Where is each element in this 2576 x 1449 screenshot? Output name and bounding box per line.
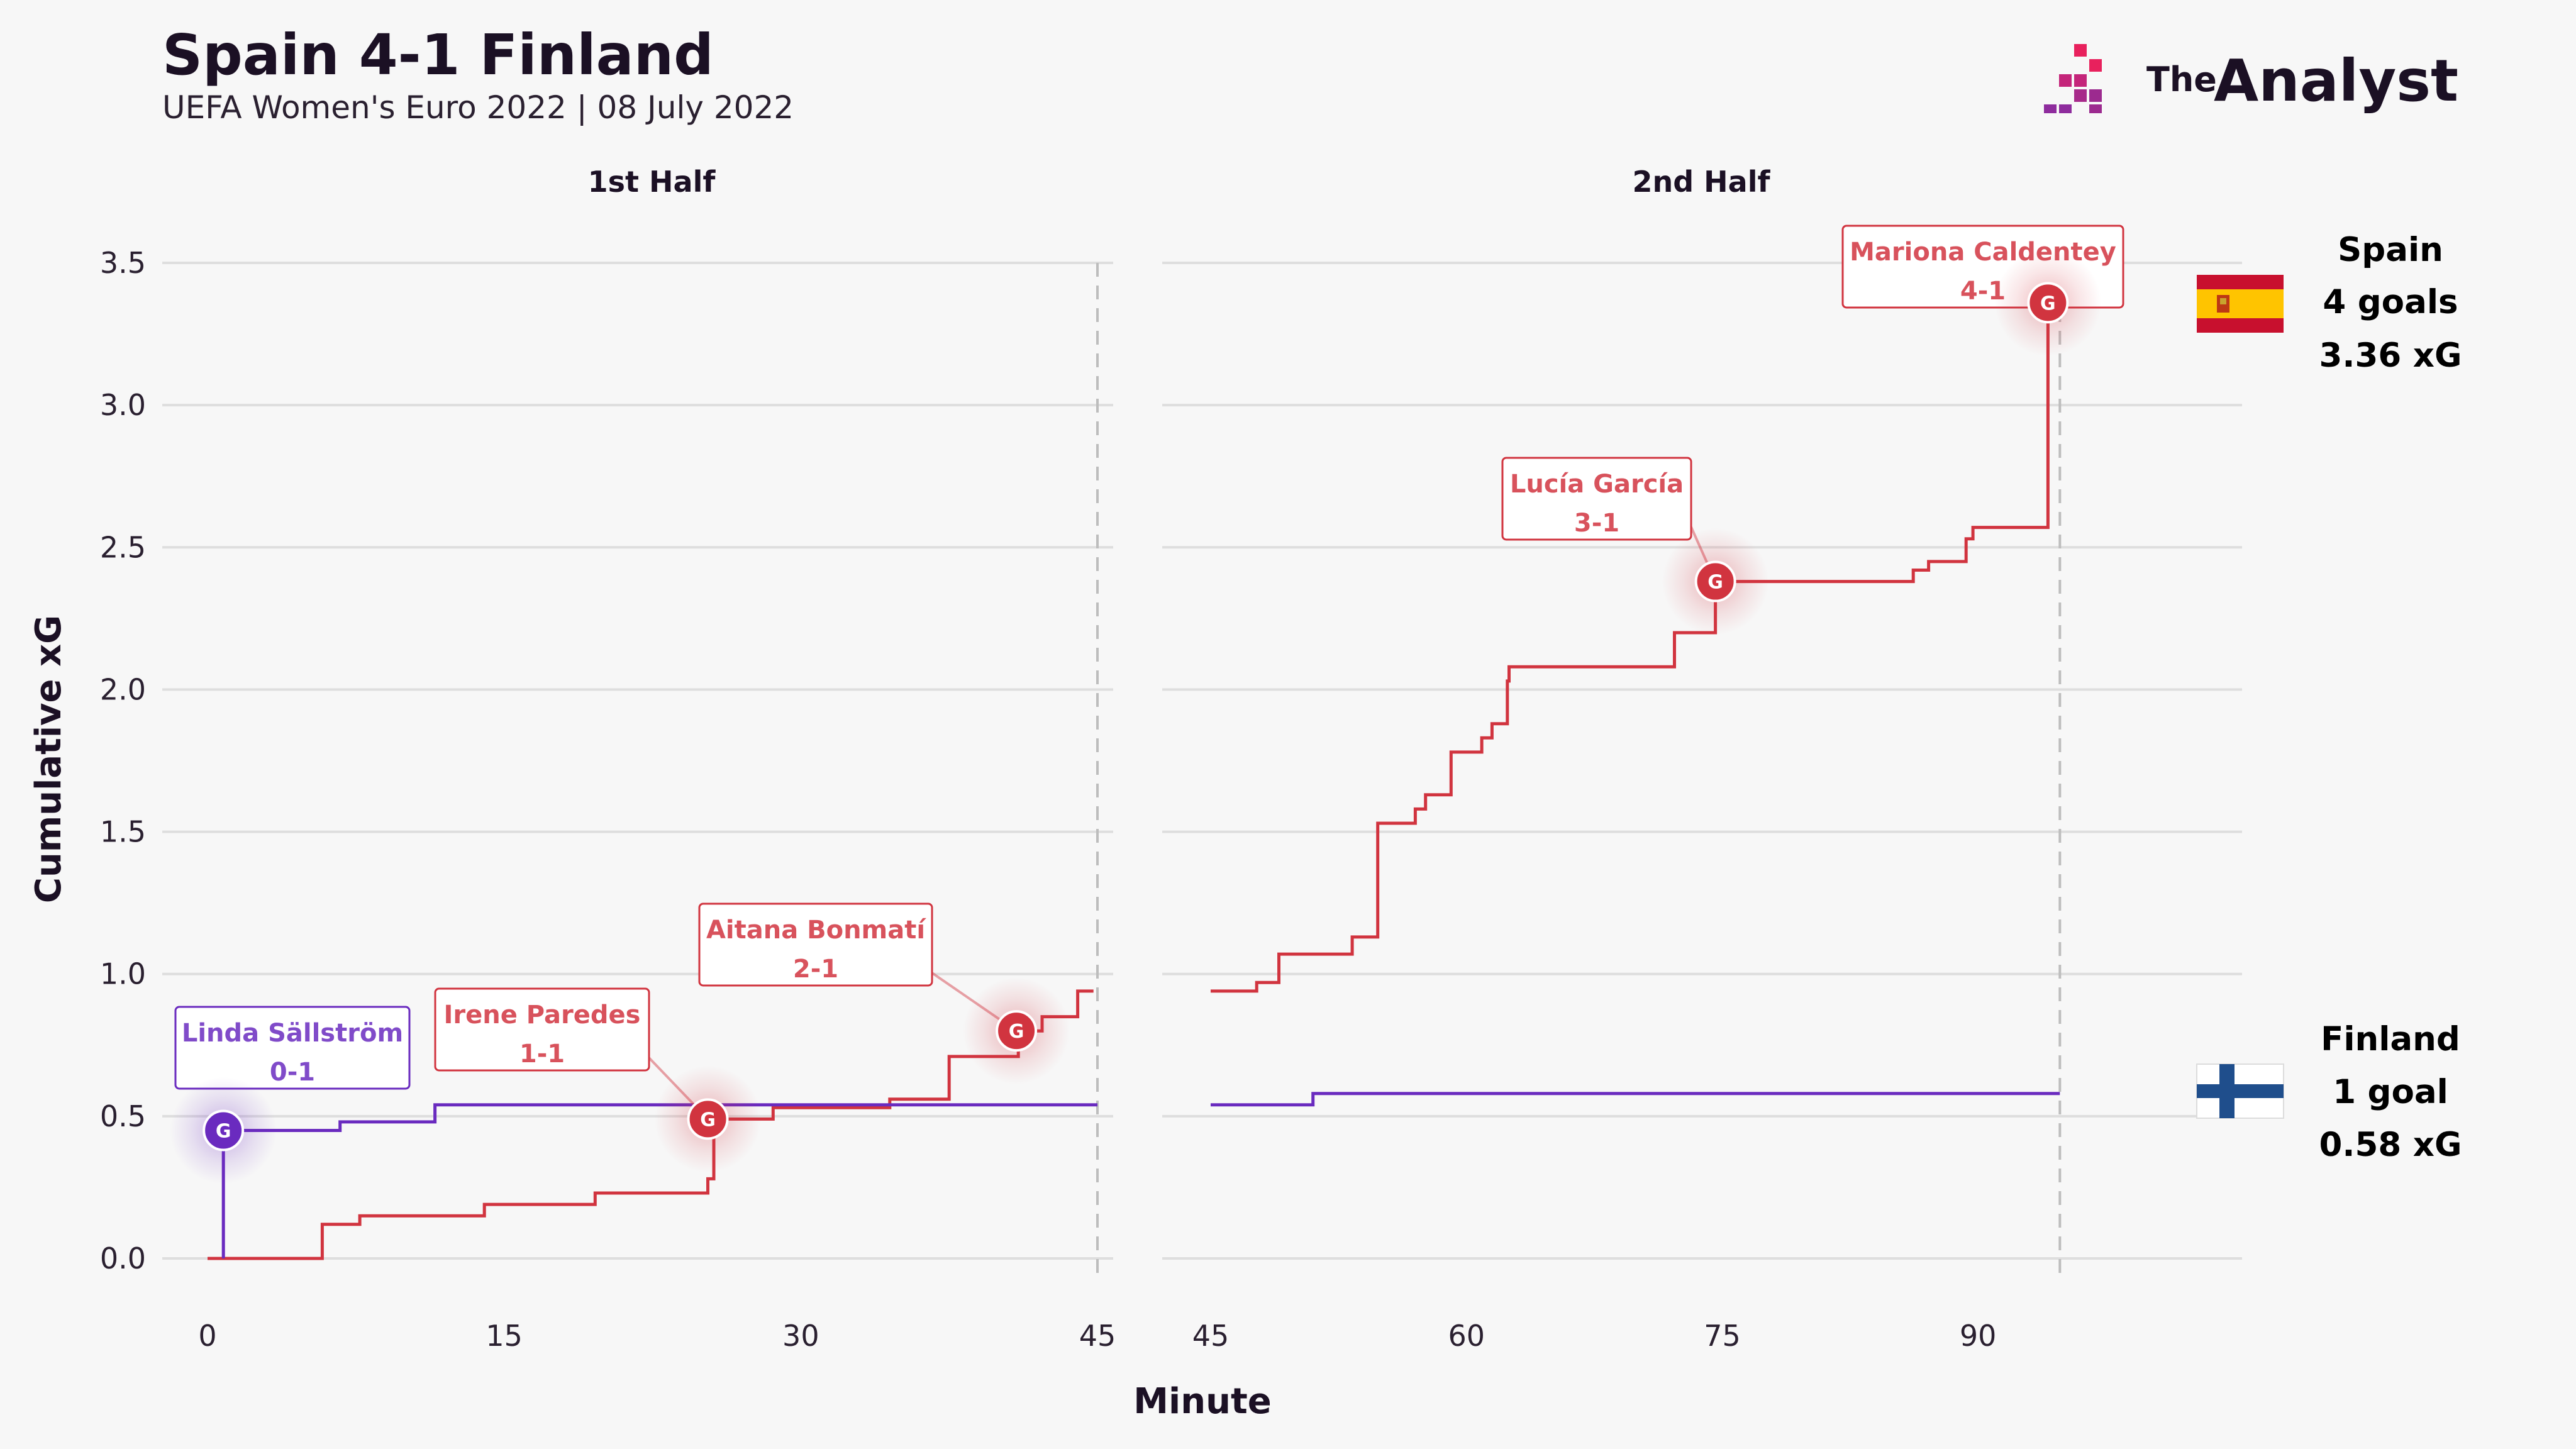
finland-total-name: Finland [2321, 1020, 2460, 1058]
goal-scorer-label: Irene Paredes [444, 1001, 641, 1030]
goal-marker-letter: G [2040, 292, 2056, 314]
y-tick-label: 3.0 [100, 388, 146, 422]
goal-annotation-2: Irene Paredes 1-1 G [434, 987, 762, 1173]
goal-annotation-4: Lucía García 3-1 G [1501, 457, 1769, 635]
goal-marker [687, 1098, 729, 1140]
x-tick-label: 90 [1960, 1319, 1997, 1353]
chart-title: Spain 4-1 Finland [162, 22, 714, 87]
goal-scorer-label: Aitana Bonmatí [706, 916, 926, 945]
x-tick-label: 60 [1448, 1319, 1485, 1353]
spain-total-xg: 3.36 xG [2319, 336, 2462, 375]
goal-score-label: 0-1 [270, 1058, 315, 1087]
y-tick-label: 3.5 [100, 246, 146, 280]
y-tick-label: 0.0 [100, 1241, 146, 1275]
spain-total-name: Spain [2338, 231, 2443, 269]
panel-title-second-half: 2nd Half [1632, 165, 1770, 199]
y-tick-label: 0.5 [100, 1099, 146, 1133]
goal-label-box [174, 1006, 411, 1090]
goal-scorer-label: Lucía García [1510, 470, 1684, 499]
the-analyst-logo: The Analyst [2044, 44, 2458, 114]
goal-score-label: 2-1 [793, 955, 838, 984]
goal-marker [2027, 282, 2069, 324]
goal-marker-letter: G [1009, 1021, 1024, 1043]
chart-subtitle: UEFA Women's Euro 2022 | 08 July 2022 [162, 89, 794, 126]
spain-xg-line-second-half [1211, 301, 2060, 993]
finland-totals: Finland 1 goal 0.58 xG [2319, 1020, 2462, 1164]
spain-flag [2197, 275, 2284, 333]
panel-title-first-half: 1st Half [588, 165, 716, 199]
x-axis-label: Minute [1133, 1381, 1271, 1422]
goal-score-label: 3-1 [1574, 509, 1619, 538]
goal-annotation-1: Linda Sällström 0-1 G [170, 1006, 411, 1184]
analyst-logo-analyst: Analyst [2214, 47, 2458, 114]
y-tick-label: 2.0 [100, 672, 146, 706]
analyst-logo-icon [2044, 44, 2102, 113]
analyst-logo-the: The [2146, 60, 2217, 99]
y-tick-label: 1.5 [100, 815, 146, 849]
x-tick-label: 45 [1192, 1319, 1230, 1353]
goal-marker-letter: G [1707, 572, 1723, 594]
y-tick-label: 2.5 [100, 530, 146, 564]
goal-marker-letter: G [216, 1120, 231, 1142]
finland-total-xg: 0.58 xG [2319, 1126, 2462, 1164]
y-axis-label: Cumulative xG [28, 615, 69, 903]
goal-annotation-3: Aitana Bonmatí 2-1 G [698, 902, 1070, 1085]
goal-label-box [1501, 457, 1692, 541]
spain-total-goals: 4 goals [2323, 283, 2458, 321]
spain-totals: Spain 4 goals 3.36 xG [2319, 231, 2462, 375]
goal-marker-letter: G [700, 1109, 716, 1131]
x-tick-label: 0 [198, 1319, 216, 1353]
x-tick-label: 15 [486, 1319, 523, 1353]
y-tick-label: 1.0 [100, 957, 146, 991]
goal-marker [996, 1010, 1038, 1052]
goal-scorer-label: Linda Sällström [182, 1019, 403, 1048]
finland-flag [2196, 1063, 2284, 1119]
goal-marker [203, 1109, 245, 1152]
grid-layer: 0.0 0.5 1.0 1.5 2.0 2.5 3.0 3.5 0 15 30 45 45 60 75 90 [100, 246, 2242, 1353]
goal-label-box [698, 902, 933, 987]
goal-score-label: 1-1 [519, 1040, 565, 1069]
x-tick-label: 75 [1704, 1319, 1741, 1353]
x-tick-label: 30 [782, 1319, 819, 1353]
goal-marker [1694, 560, 1736, 602]
goal-label-box [434, 987, 650, 1072]
x-tick-label: 45 [1079, 1319, 1116, 1353]
finland-xg-line-second-half [1211, 1092, 2060, 1107]
finland-total-goals: 1 goal [2333, 1073, 2448, 1111]
